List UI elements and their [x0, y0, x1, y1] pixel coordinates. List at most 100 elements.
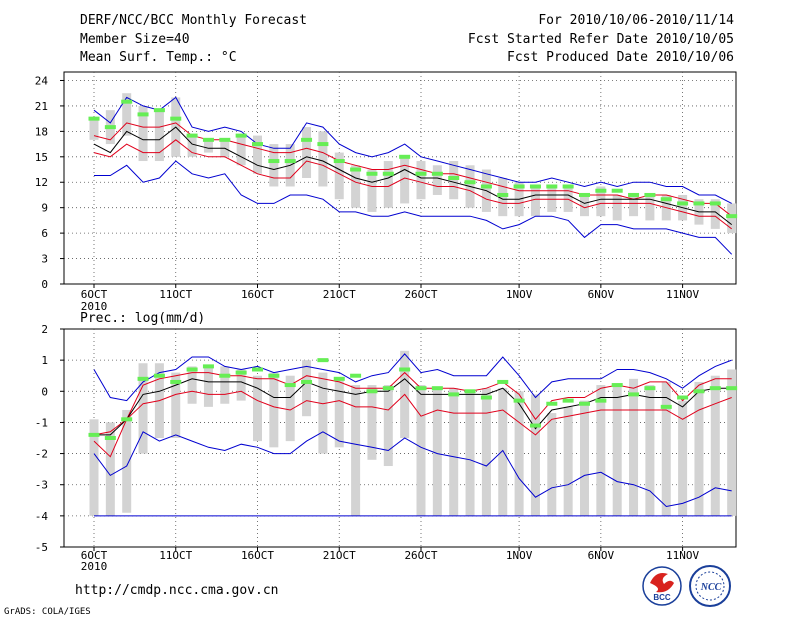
prec-ensemble-box [661, 381, 671, 516]
temp-observed-mark [88, 116, 100, 121]
temp-observed-mark [317, 142, 329, 147]
prec-xtick-label: 21OCT [323, 549, 356, 562]
temp-observed-mark [579, 192, 590, 197]
prec-observed-mark [480, 395, 492, 400]
prec-observed-mark [644, 386, 656, 391]
temp-xtick-label: 11NOV [666, 288, 699, 301]
temp-observed-mark [202, 137, 214, 142]
temp-observed-mark [693, 201, 705, 206]
temp-observed-mark [448, 176, 460, 180]
prec-observed-mark [350, 373, 362, 378]
prec-ensemble-box [694, 381, 704, 516]
temp-year-label: 2010 [81, 300, 108, 313]
prec-observed-mark [529, 423, 541, 428]
prec-ensemble-box [416, 385, 426, 516]
temp-ytick-label: 21 [35, 100, 48, 113]
temp-ensemble-box [318, 131, 328, 187]
prec-ensemble-box [138, 363, 148, 454]
prec-ensemble-box [253, 375, 262, 442]
temp-observed-mark [301, 137, 313, 142]
temp-ytick-label: 18 [35, 125, 48, 138]
temp-ensemble-box [154, 110, 164, 162]
temp-observed-mark [546, 184, 558, 189]
temp-grid [64, 72, 736, 284]
temp-ytick-label: 9 [41, 202, 48, 215]
temp-ensemble-box [580, 194, 589, 217]
temp-ensemble-box [416, 161, 426, 200]
temp-ensemble-box [138, 105, 148, 162]
temp-min-line [94, 160, 733, 255]
temp-ensemble-box [449, 161, 459, 200]
prec-min-line [93, 431, 732, 508]
prec-ytick-label: -2 [35, 448, 48, 461]
prec-ytick-label: 0 [41, 385, 48, 398]
prec-observed-mark [562, 398, 574, 403]
temp-observed-mark [219, 137, 231, 142]
temp-observed-mark [611, 188, 623, 193]
temp-observed-mark [137, 112, 149, 117]
prec-ensemble-box [334, 378, 344, 448]
prec-ensemble-box [645, 385, 655, 516]
prec-ensemble-box [481, 388, 491, 516]
temp-lower-quartile-line [93, 139, 733, 230]
temp-y-ticks: 0 3 6 9 12 15 18 21 24 [35, 74, 64, 291]
prec-observed-mark [252, 367, 263, 372]
prec-observed-mark [284, 383, 296, 388]
temp-ensemble-box [236, 135, 246, 166]
temp-ytick-label: 12 [35, 176, 48, 189]
temp-observed-mark [628, 192, 640, 197]
prec-observed-mark [301, 379, 313, 384]
prec-observed-mark [611, 383, 623, 388]
temp-ensemble-box [498, 178, 508, 217]
prec-xtick-label: 11OCT [159, 549, 192, 562]
prec-ensemble-box [612, 385, 622, 516]
bcc-logo-swirl [650, 573, 674, 593]
temp-max-line [93, 96, 732, 204]
temp-observed-mark [431, 171, 443, 176]
temp-ensemble-box [122, 93, 132, 136]
prec-ensemble-box [89, 419, 99, 516]
prec-ensemble-box [105, 422, 115, 516]
prec-xtick-label: 26OCT [404, 549, 437, 562]
prec-observed-mark [186, 367, 198, 372]
temp-observed-mark [726, 214, 738, 219]
prec-observed-mark [595, 398, 607, 403]
prec-observed-mark [546, 401, 558, 406]
source-url[interactable]: http://cmdp.ncc.cma.gov.cn [75, 583, 279, 598]
prec-ytick-label: -4 [35, 510, 49, 523]
ncc-logo: NCC [689, 565, 731, 607]
prec-observed-mark [579, 401, 590, 406]
prec-ensemble-box [465, 391, 475, 516]
prec-observed-mark [202, 364, 214, 369]
temp-ensemble-box [187, 135, 197, 157]
temp-ensemble-box [203, 139, 213, 153]
temp-plot-frame [63, 71, 737, 285]
prec-ensemble-box [629, 378, 639, 516]
prec-ensemble-box [122, 409, 132, 513]
temp-observed-mark [382, 171, 394, 176]
prec-lines [93, 353, 732, 517]
temp-ensemble-box [400, 156, 410, 204]
temp-observed-mark [660, 197, 672, 202]
temp-xtick-label: 26OCT [404, 288, 437, 301]
temp-ytick-label: 24 [35, 74, 49, 87]
temp-ensemble-box [710, 199, 720, 229]
prec-ensemble-box [596, 385, 606, 516]
prec-observed-mark [88, 432, 100, 437]
temp-observed-mark [350, 167, 362, 172]
prec-observed-mark [497, 379, 509, 384]
precipitation-panel: -5 -4 -3 -2 -1 0 1 2 6OCT 11OCT 16OCT 21OCT 26OCT 1N… [35, 323, 738, 573]
temperature-panel: 0 3 6 9 12 15 18 21 24 6OCT 11OCT 16OCT 21OCT 26OCT 1… [35, 71, 738, 313]
prec-ensemble-box [710, 375, 720, 516]
prec-ensemble-box [318, 372, 328, 454]
prec-ensemble-box [432, 388, 442, 516]
temp-ensemble-box [727, 203, 737, 234]
temp-ensemble-box [596, 186, 606, 217]
temp-ensemble-box [629, 194, 639, 217]
temp-xtick-label: 6NOV [588, 288, 615, 301]
prec-ytick-label: -1 [35, 416, 48, 429]
prec-upper-quartile-line [93, 371, 732, 436]
prec-observed-mark [235, 370, 247, 375]
temp-observed-mark [366, 171, 378, 176]
